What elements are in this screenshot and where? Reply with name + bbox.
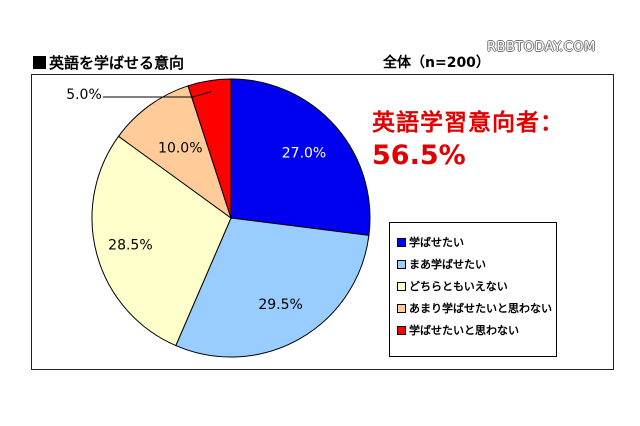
legend-label: どちらともいえない <box>409 280 508 293</box>
leader-line <box>103 91 212 98</box>
square-bullet-icon <box>33 56 46 69</box>
legend-swatch <box>397 259 406 269</box>
pie-slice <box>117 85 232 220</box>
chart-frame <box>31 74 614 370</box>
legend-label: あまり学ばせたいと思わない <box>409 302 552 315</box>
pie-slice <box>187 78 232 219</box>
legend-label: まあ学ばせたい <box>409 258 486 271</box>
legend-swatch <box>397 237 406 247</box>
data-label: 5.0% <box>66 87 102 103</box>
watermark: RBBTODAY.COM <box>487 40 596 55</box>
sample-label: 全体（n=200） <box>383 55 490 71</box>
pie-slice <box>175 217 370 358</box>
data-label: 28.5% <box>108 238 152 254</box>
data-label: 10.0% <box>158 140 202 156</box>
pie-slice <box>91 135 232 347</box>
legend-item: 学ばせたいと思わない <box>397 319 556 341</box>
legend-item: まあ学ばせたい <box>397 253 556 275</box>
legend-item: あまり学ばせたいと思わない <box>397 297 556 319</box>
pie-slice <box>230 78 371 236</box>
legend-label: 学ばせたいと思わない <box>409 324 519 337</box>
chart-title-text: 英語を学ばせる意向 <box>49 54 185 72</box>
legend-swatch <box>397 303 406 313</box>
legend-swatch <box>397 325 406 335</box>
headline-label: 英語学習意向者： <box>372 110 564 136</box>
legend-item: どちらともいえない <box>397 275 556 297</box>
legend-item: 学ばせたい <box>397 231 556 253</box>
headline-value: 56.5% <box>372 140 466 171</box>
data-label: 29.5% <box>258 297 302 313</box>
legend: 学ばせたい まあ学ばせたい どちらともいえない あまり学ばせたいと思わない 学ば… <box>389 222 557 357</box>
chart-title: 英語を学ばせる意向 <box>33 52 184 73</box>
legend-swatch <box>397 281 406 291</box>
data-label: 27.0% <box>282 146 326 162</box>
legend-label: 学ばせたい <box>409 236 464 249</box>
